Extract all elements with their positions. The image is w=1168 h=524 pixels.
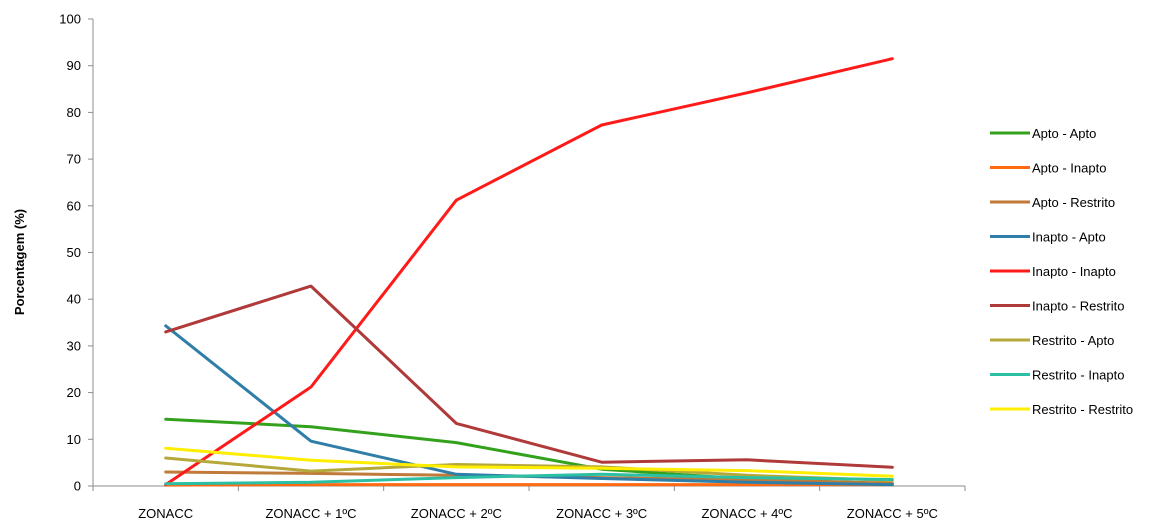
x-tick-label: ZONACC + 1ºC [265,506,356,521]
legend-label-inapto-apto: Inapto - Apto [1032,230,1106,245]
y-tick-label: 40 [67,292,81,307]
x-tick-label: ZONACC + 4ºC [701,506,792,521]
y-tick-label: 90 [67,58,81,73]
x-tick-label: ZONACC [138,506,193,521]
y-axis-ticks: 0 10 20 30 40 50 60 70 80 90 100 [59,12,93,494]
series-line-restrito-apto [164,456,894,482]
legend-label-restrito-restrito: Restrito - Restrito [1032,402,1133,417]
y-tick-label: 50 [67,245,81,260]
series-line-restrito-restrito [164,446,894,478]
legend-label-apto-restrito: Apto - Restrito [1032,195,1115,210]
series-lines [164,57,894,487]
legend: Apto - Apto Apto - Inapto Apto - Restrito I… [990,126,1133,417]
y-tick-label: 70 [67,152,81,167]
x-tick-label: ZONACC + 5ºC [847,506,938,521]
y-tick-label: 10 [67,432,81,447]
x-axis-ticks: ZONACC ZONACC + 1ºC ZONACC + 2ºC ZONACC + 3… [92,486,966,521]
legend-label-apto-apto: Apto - Apto [1032,126,1096,141]
legend-label-restrito-apto: Restrito - Apto [1032,333,1114,348]
y-axis-label: Porcentagem (%) [12,209,27,315]
y-tick-label: 20 [67,385,81,400]
series-line-restrito-inapto [164,472,894,486]
series-line-inapto-inapto [164,57,894,487]
legend-label-restrito-inapto: Restrito - Inapto [1032,368,1125,383]
axes [92,19,965,487]
x-tick-label: ZONACC + 3ºC [556,506,647,521]
y-tick-label: 0 [74,479,81,494]
series-line-apto-inapto [164,483,894,487]
legend-label-inapto-inapto: Inapto - Inapto [1032,264,1116,279]
y-tick-label: 80 [67,105,81,120]
legend-label-inapto-restrito: Inapto - Restrito [1032,299,1125,314]
x-tick-label: ZONACC + 2ºC [411,506,502,521]
legend-label-apto-inapto: Apto - Inapto [1032,161,1106,176]
y-tick-label: 30 [67,338,81,353]
series-line-inapto-restrito [164,284,894,469]
y-tick-label: 100 [59,12,81,27]
y-tick-label: 60 [67,198,81,213]
